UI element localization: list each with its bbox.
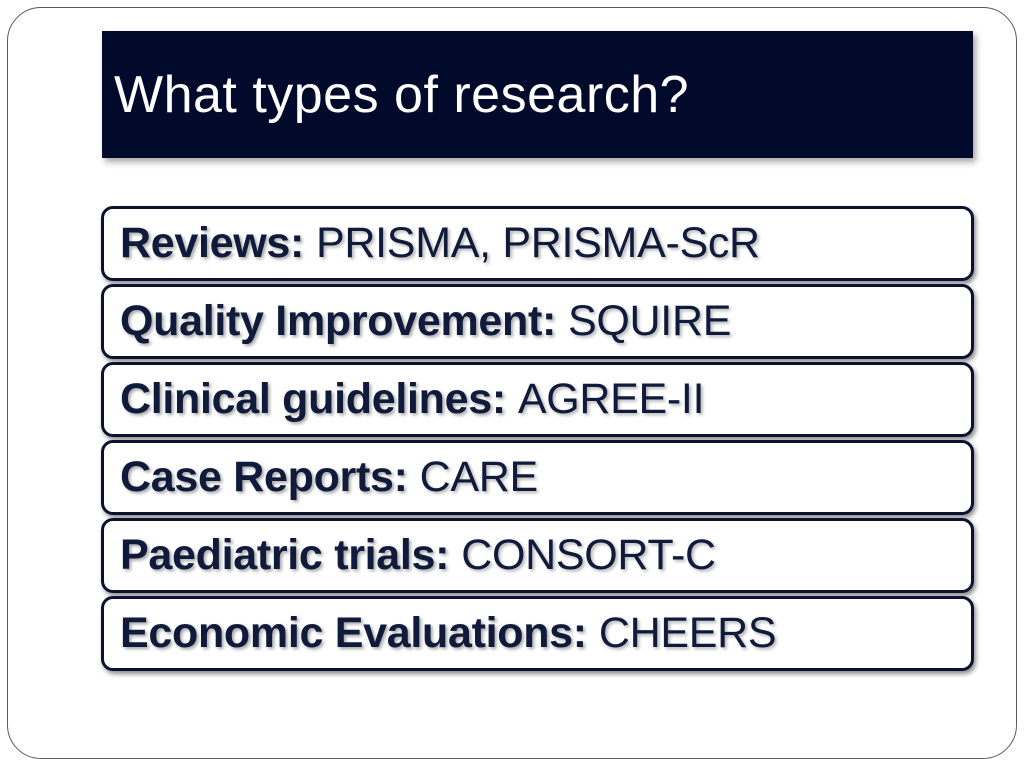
title-bar: What types of research? xyxy=(102,31,973,158)
list-item-reviews: Reviews: PRISMA, PRISMA-ScR xyxy=(101,206,974,281)
item-value: AGREE-II xyxy=(517,375,705,423)
item-label: Reviews: xyxy=(120,219,305,267)
item-label: Case Reports: xyxy=(120,453,408,501)
list-item-quality-improvement: Quality Improvement: SQUIRE xyxy=(101,284,974,359)
research-types-list: Reviews: PRISMA, PRISMA-ScR Quality Impr… xyxy=(101,206,974,674)
item-label: Clinical guidelines: xyxy=(120,375,506,423)
list-item-economic-evaluations: Economic Evaluations: CHEERS xyxy=(101,596,974,671)
list-item-paediatric-trials: Paediatric trials: CONSORT-C xyxy=(101,518,974,593)
item-label: Paediatric trials: xyxy=(120,531,450,579)
item-value: PRISMA, PRISMA-ScR xyxy=(316,219,760,267)
slide-title: What types of research? xyxy=(114,65,690,124)
item-value: CHEERS xyxy=(598,609,777,657)
list-item-clinical-guidelines: Clinical guidelines: AGREE-II xyxy=(101,362,974,437)
item-value: CONSORT-C xyxy=(461,531,716,579)
item-label: Quality Improvement: xyxy=(120,297,557,345)
list-item-case-reports: Case Reports: CARE xyxy=(101,440,974,515)
item-value: CARE xyxy=(419,453,539,501)
item-label: Economic Evaluations: xyxy=(120,609,587,657)
item-value: SQUIRE xyxy=(568,297,732,345)
